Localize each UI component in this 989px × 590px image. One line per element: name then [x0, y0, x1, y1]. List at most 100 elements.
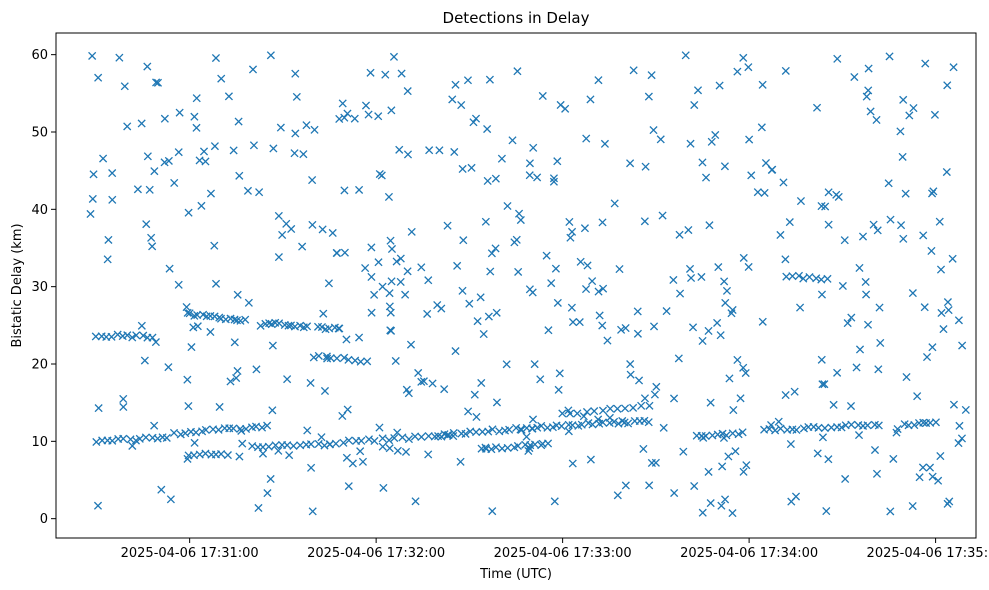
detection-point: [757, 123, 766, 132]
detection-point: [761, 158, 771, 168]
detection-point: [89, 170, 98, 179]
detection-point: [103, 255, 112, 264]
detection-point: [939, 325, 948, 334]
detection-point: [174, 148, 183, 157]
detection-point: [738, 428, 747, 437]
detection-point: [603, 336, 612, 345]
detection-point: [487, 445, 496, 454]
detection-point: [633, 307, 642, 316]
detection-point: [335, 324, 344, 333]
detection-point: [366, 68, 375, 77]
detection-point: [160, 158, 169, 167]
detection-point: [522, 432, 531, 441]
plot-background: [56, 33, 976, 538]
detection-point: [942, 167, 951, 177]
detection-point: [796, 303, 805, 312]
detection-point: [624, 419, 633, 428]
detection-point: [884, 179, 893, 188]
detection-point: [481, 217, 490, 226]
detection-point: [233, 366, 242, 376]
detection-point: [717, 501, 726, 510]
detection-point: [419, 377, 428, 386]
detection-point: [899, 234, 908, 243]
detection-point: [291, 129, 300, 138]
detection-point: [143, 152, 152, 161]
detection-point: [586, 455, 595, 464]
detection-point: [899, 95, 908, 104]
detection-point: [308, 507, 317, 516]
detection-point: [721, 298, 730, 307]
detection-point: [731, 447, 740, 456]
detection-point: [719, 433, 729, 443]
detection-point: [211, 279, 221, 288]
detection-point: [818, 433, 827, 442]
detection-point: [908, 289, 917, 298]
detection-point: [378, 434, 387, 443]
detection-point: [461, 429, 470, 438]
detection-point: [367, 243, 376, 252]
detection-point: [356, 447, 365, 456]
detection-point: [488, 425, 497, 434]
detection-point: [162, 433, 171, 442]
detection-point: [248, 65, 258, 74]
detection-point: [424, 450, 433, 459]
plot-frame: [55, 32, 977, 539]
detection-point: [387, 244, 397, 254]
detection-point: [357, 436, 366, 445]
detection-point: [927, 246, 936, 255]
detection-point: [833, 54, 842, 63]
detection-point: [356, 357, 365, 366]
detection-point: [487, 249, 496, 258]
detection-point: [393, 428, 402, 437]
detection-point: [599, 284, 608, 293]
detection-point: [829, 400, 838, 409]
detection-point: [387, 106, 396, 115]
detection-point: [249, 141, 259, 150]
detection-point: [505, 425, 514, 434]
detection-point: [197, 201, 206, 210]
detection-point: [838, 281, 847, 291]
detection-point: [949, 63, 958, 72]
detection-point: [137, 321, 146, 330]
detection-point: [396, 254, 405, 263]
detection-point: [718, 462, 727, 471]
detection-point: [613, 404, 622, 413]
detection-point: [123, 331, 132, 340]
detection-point: [148, 242, 157, 251]
detection-point: [374, 258, 383, 267]
detection-point: [479, 329, 488, 339]
detection-point: [954, 439, 963, 448]
detection-point: [647, 458, 656, 468]
detection-point: [385, 444, 394, 453]
detection-point: [640, 394, 650, 403]
detection-point: [303, 322, 312, 331]
detection-point: [152, 78, 161, 87]
detection-point: [241, 315, 250, 324]
detection-point: [580, 224, 589, 233]
y-tick-label: 20: [31, 357, 48, 372]
detection-point: [886, 215, 895, 224]
detection-point: [528, 288, 537, 297]
detection-point: [600, 139, 609, 148]
detection-point: [424, 432, 433, 441]
detection-point: [688, 323, 698, 332]
detection-point: [107, 332, 116, 341]
x-axis-ticks: 2025-04-06 17:31:00 2025-04-06 17:32:00 20…: [121, 538, 989, 561]
detection-point: [814, 423, 823, 432]
detection-point: [266, 51, 275, 60]
detection-point: [472, 412, 481, 421]
detection-point: [94, 404, 103, 413]
detection-point: [781, 390, 790, 400]
detection-point: [469, 118, 478, 127]
detection-point: [503, 443, 512, 452]
detection-point: [649, 322, 659, 331]
detection-point: [275, 319, 284, 328]
detection-point: [739, 253, 748, 262]
detection-point: [291, 69, 300, 78]
detection-point: [217, 449, 226, 459]
detection-point: [166, 495, 175, 504]
detection-point: [192, 123, 201, 132]
detection-point: [355, 333, 364, 342]
detection-point: [292, 92, 301, 101]
detection-point: [317, 433, 326, 442]
